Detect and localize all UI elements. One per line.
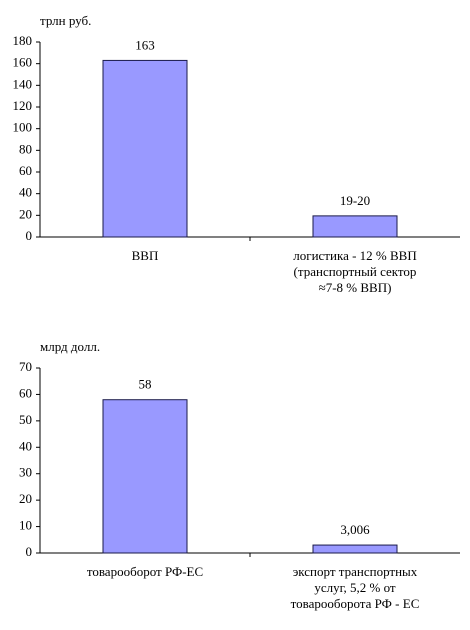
y-tick-label: 50 — [19, 412, 32, 427]
y-axis-title: млрд долл. — [40, 339, 100, 354]
y-tick-label: 30 — [19, 465, 32, 480]
y-tick-label: 20 — [19, 491, 32, 506]
bar — [312, 544, 398, 554]
x-tick-label: логистика - 12 % ВВП (транспортный сектор… — [293, 248, 416, 295]
y-tick-label: 0 — [26, 544, 33, 559]
y-tick-label: 20 — [19, 206, 32, 221]
y-tick-label: 160 — [13, 55, 33, 70]
y-tick-label: 0 — [26, 228, 33, 243]
value-label: 3,006 — [340, 522, 370, 537]
y-tick-label: 120 — [13, 98, 33, 113]
value-label: 19-20 — [340, 193, 370, 208]
x-tick-label: экспорт транспортных услуг, 5,2 % от товар… — [291, 564, 420, 611]
bar — [312, 215, 398, 238]
y-tick-label: 180 — [13, 33, 33, 48]
bar — [102, 399, 188, 554]
value-label: 163 — [135, 37, 155, 52]
chart: трлн руб. 0 20 40 60 80 100 120 140 160 180 163 ВВП 1… — [13, 13, 460, 295]
y-tick-label: 140 — [13, 76, 33, 91]
y-tick-label: 10 — [19, 518, 32, 533]
value-label: 58 — [139, 377, 152, 392]
y-tick-label: 60 — [19, 163, 32, 178]
y-tick-label: 100 — [13, 120, 33, 135]
y-tick-label: 60 — [19, 385, 32, 400]
x-tick-label: товарооборот РФ-ЕС — [87, 564, 203, 579]
y-tick-label: 40 — [19, 185, 32, 200]
y-tick-label: 40 — [19, 438, 32, 453]
y-tick-label: 70 — [19, 359, 32, 374]
chart: млрд долл. 0 10 20 30 40 50 60 70 58 товарооборот … — [19, 339, 460, 611]
x-tick-label: ВВП — [132, 248, 159, 263]
bar — [102, 59, 188, 238]
y-tick-label: 80 — [19, 141, 32, 156]
y-axis-title: трлн руб. — [40, 13, 91, 28]
